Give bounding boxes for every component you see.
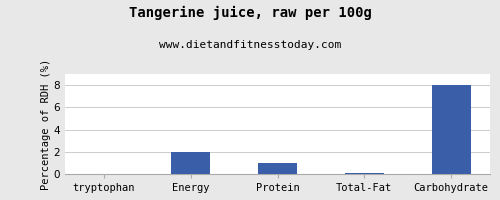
Bar <box>171 152 210 174</box>
Bar <box>345 173 384 174</box>
Bar <box>258 163 297 174</box>
Bar <box>432 85 470 174</box>
Text: www.dietandfitnesstoday.com: www.dietandfitnesstoday.com <box>159 40 341 50</box>
Y-axis label: Percentage of RDH (%): Percentage of RDH (%) <box>40 58 50 190</box>
Text: Tangerine juice, raw per 100g: Tangerine juice, raw per 100g <box>128 6 372 20</box>
